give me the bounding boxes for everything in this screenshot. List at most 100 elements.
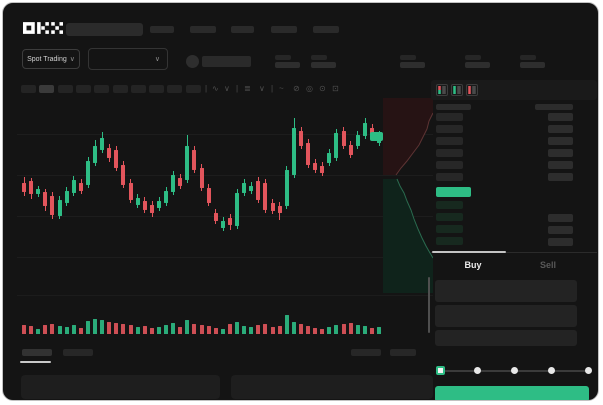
indicator-icon[interactable]: ∿ <box>212 84 219 93</box>
bid-price-placeholder[interactable] <box>436 201 463 209</box>
order-input[interactable] <box>435 330 577 346</box>
depth-profile <box>383 98 433 293</box>
candle-wick <box>45 189 46 211</box>
line-style-icon[interactable]: ~ <box>279 84 284 93</box>
bottom-tab[interactable] <box>351 349 381 356</box>
candle-wick <box>151 201 153 217</box>
amount-slider[interactable] <box>431 363 597 379</box>
volume-bar <box>50 324 55 334</box>
search-input[interactable] <box>66 23 143 36</box>
compare-chevron-icon[interactable]: ∨ <box>259 84 265 93</box>
ask-amount-placeholder[interactable] <box>548 137 573 145</box>
book-icon-dash <box>468 86 471 88</box>
ask-price-placeholder[interactable] <box>436 161 463 169</box>
ask-amount-placeholder[interactable] <box>548 161 573 169</box>
timeframe-pill[interactable] <box>131 85 146 93</box>
order-input[interactable] <box>435 305 577 327</box>
slider-stop[interactable] <box>511 367 518 374</box>
nav-item[interactable] <box>150 26 174 33</box>
market-type-dropdown[interactable]: Spot Trading ∨ <box>22 49 80 69</box>
tab-sell[interactable]: Sell <box>539 260 556 270</box>
ask-amount-placeholder[interactable] <box>548 113 573 121</box>
nav-item[interactable] <box>231 26 254 33</box>
draw-tool-icon[interactable]: ⊘ <box>293 84 300 93</box>
pair-dropdown[interactable]: ∨ <box>88 48 168 70</box>
buy-button[interactable] <box>435 386 589 400</box>
candle <box>313 163 318 170</box>
book-icon-dash <box>438 88 441 90</box>
timeframe-pill[interactable] <box>94 85 109 93</box>
bid-amount-placeholder[interactable] <box>548 226 573 234</box>
candle <box>164 191 168 203</box>
volume-bar <box>107 322 112 334</box>
book-icon-line <box>472 90 476 92</box>
candle-wick <box>343 127 345 149</box>
ask-price-placeholder[interactable] <box>436 149 463 157</box>
nav-item[interactable] <box>190 26 216 33</box>
book-asks-icon[interactable] <box>466 84 478 96</box>
volume-bar <box>114 323 119 334</box>
slider-stop[interactable] <box>585 367 592 374</box>
nav-item[interactable] <box>313 26 339 33</box>
camera-icon[interactable]: ◎ <box>306 84 313 93</box>
ask-price-placeholder[interactable] <box>436 173 463 181</box>
compare-icon[interactable]: ≣ <box>244 84 251 93</box>
timeframe-pill[interactable] <box>167 85 182 93</box>
bottom-tab[interactable] <box>390 349 416 356</box>
timeframe-pill[interactable] <box>76 85 91 93</box>
okx-logo[interactable] <box>23 21 63 35</box>
candle-wick <box>329 149 330 166</box>
stat-label-placeholder <box>400 55 416 60</box>
timeframe-pill[interactable] <box>58 85 73 93</box>
ask-price-placeholder[interactable] <box>436 137 463 145</box>
book-icon-dash <box>453 90 456 92</box>
timeframe-pill[interactable] <box>113 85 128 93</box>
bid-price-placeholder[interactable] <box>436 237 463 245</box>
candle <box>22 183 26 192</box>
orderbook-last-price[interactable] <box>436 187 471 197</box>
ask-amount-placeholder[interactable] <box>548 125 573 133</box>
bid-amount-placeholder[interactable] <box>548 238 573 246</box>
volume-bar <box>306 326 310 334</box>
timeframe-pill[interactable] <box>21 85 36 93</box>
timeframe-pill[interactable] <box>149 85 164 93</box>
bid-price-placeholder[interactable] <box>436 225 463 233</box>
tab-buy[interactable]: Buy <box>464 260 482 270</box>
chart-scrollbar-thumb[interactable] <box>428 277 430 333</box>
volume-bar <box>263 324 268 334</box>
slider-stop[interactable] <box>548 367 555 374</box>
candle <box>263 183 268 210</box>
bottom-tab[interactable] <box>22 349 52 356</box>
candle-wick <box>229 214 231 230</box>
stat-label-placeholder <box>311 55 327 60</box>
candle-wick <box>59 196 61 219</box>
book-combined-icon[interactable] <box>436 84 448 96</box>
bid-amount-placeholder[interactable] <box>548 214 573 222</box>
candle <box>93 146 97 163</box>
slider-handle[interactable] <box>436 366 445 375</box>
volume-bar <box>242 326 247 334</box>
book-bids-icon[interactable] <box>451 84 463 96</box>
ask-price-placeholder[interactable] <box>436 113 463 121</box>
indicator-chevron-icon[interactable]: ∨ <box>224 84 230 93</box>
candle <box>220 221 225 228</box>
candle-wick <box>243 179 245 196</box>
bottom-tab[interactable] <box>63 349 93 356</box>
order-input[interactable] <box>435 280 577 302</box>
ask-amount-placeholder[interactable] <box>548 173 573 181</box>
ask-price-placeholder[interactable] <box>436 125 463 133</box>
nav-item[interactable] <box>271 26 297 33</box>
timeframe-pill[interactable] <box>39 85 54 93</box>
candle <box>242 183 247 193</box>
market-type-label: Spot Trading <box>27 55 67 63</box>
timeframe-pill[interactable] <box>186 85 201 93</box>
candle <box>171 175 176 192</box>
volume-bar <box>43 325 48 334</box>
volume-bar <box>334 325 339 334</box>
ask-amount-placeholder[interactable] <box>548 149 573 157</box>
fullscreen-icon[interactable]: ⊡ <box>332 84 339 93</box>
slider-stop[interactable] <box>474 367 481 374</box>
bid-price-placeholder[interactable] <box>436 213 463 221</box>
chart-settings-icon[interactable]: ⊙ <box>319 84 326 93</box>
volume-bar <box>57 326 62 334</box>
